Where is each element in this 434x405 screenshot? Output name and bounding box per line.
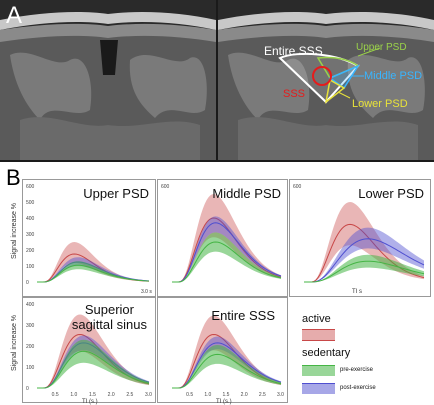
x-axis-label-lower: TI s xyxy=(352,289,362,295)
y-tick-label: 100 xyxy=(26,365,35,371)
x-tick-label: 3.0 xyxy=(277,392,284,398)
legend-pre-label: pre-exercise xyxy=(340,367,374,373)
x-axis-label-sss: TI (s.) xyxy=(82,399,98,405)
x-tick-label: 2.0 xyxy=(108,392,115,398)
roi-lower-psd xyxy=(324,78,346,104)
line-pre-exercise xyxy=(172,353,282,389)
band-pre-exercise xyxy=(37,339,149,388)
line-pre-exercise xyxy=(172,241,282,283)
band-pre-exercise xyxy=(304,254,424,282)
y-tick-label: 300 xyxy=(26,323,35,329)
band-post-exercise xyxy=(37,257,149,282)
y-tick-label: 400 xyxy=(26,216,35,222)
mri-right-image xyxy=(218,0,434,160)
plot-middle-psd: 600 Middle PSD xyxy=(157,179,288,297)
roi-middle-psd xyxy=(328,64,360,90)
legend-sedentary-label: sedentary xyxy=(302,347,351,359)
x-tick-label: 2.0 xyxy=(241,392,248,398)
panel-b: B Signal increase % Signal increase % 0 1… xyxy=(0,163,434,405)
y-tick-label: 600 xyxy=(293,184,302,190)
y-tick-label: 0 xyxy=(26,386,29,392)
legend-post-label: post-exercise xyxy=(340,385,376,391)
legend-active-label: active xyxy=(302,313,331,325)
x-end-label: 3.0 s xyxy=(141,289,152,295)
y-tick-label: 400 xyxy=(26,302,35,308)
panel-b-label: B xyxy=(6,165,21,190)
y-tick-label: 300 xyxy=(26,232,35,238)
y-tick-label: 600 xyxy=(161,184,170,190)
line-post-exercise xyxy=(172,342,282,389)
legend-post-swatch xyxy=(302,383,335,394)
annotation-upper-psd: Upper PSD xyxy=(356,42,407,53)
x-tick-label: 1.0 xyxy=(204,392,211,398)
annotation-sss: SSS xyxy=(283,88,306,100)
line-pre-exercise xyxy=(37,350,150,389)
x-tick-label: 1.0 xyxy=(70,392,77,398)
x-tick-label: 3.0 xyxy=(145,392,152,398)
band-post-exercise xyxy=(304,227,424,282)
x-tick-label: 0.5 xyxy=(52,392,59,398)
band-pre-exercise xyxy=(37,261,149,282)
band-active xyxy=(37,242,149,282)
annotation-lower-psd: Lower PSD xyxy=(352,98,408,110)
plot-title-lower-psd: Lower PSD xyxy=(358,186,424,201)
plot-entire-sss: 0.5 1.0 1.5 2.0 2.5 3.0 Entire SSS xyxy=(157,297,288,403)
x-tick-label: 2.5 xyxy=(259,392,266,398)
plot-title-middle-psd: Middle PSD xyxy=(212,186,281,201)
plot-title-entire-sss: Entire SSS xyxy=(211,308,275,323)
x-tick-label: 1.5 xyxy=(223,392,230,398)
legend-pre-swatch xyxy=(302,365,335,376)
mri-left-image xyxy=(0,0,216,160)
line-active xyxy=(172,217,282,283)
x-tick-label: 2.5 xyxy=(126,392,133,398)
y-tick-label: 0 xyxy=(26,280,29,286)
y-tick-label: 500 xyxy=(26,200,35,206)
annotation-middle-psd: Middle PSD xyxy=(364,70,423,82)
line-post-exercise xyxy=(172,222,282,283)
y-axis-label-bottom: Signal increase % xyxy=(11,314,18,371)
x-axis-label-entire: TI (s.) xyxy=(216,399,232,405)
panel-a: A Entire SSS Upper PSD Middle PSD SSS Lo… xyxy=(0,0,434,162)
band-pre-exercise xyxy=(172,232,281,282)
line-pre-exercise xyxy=(37,264,150,283)
y-tick-label: 600 xyxy=(26,184,35,190)
x-tick-label: 0.5 xyxy=(186,392,193,398)
x-tick-label: 1.5 xyxy=(89,392,96,398)
annotation-entire-sss: Entire SSS xyxy=(264,44,323,58)
line-post-exercise xyxy=(304,238,425,283)
roi-sss-circle xyxy=(312,66,332,86)
plot-upper-psd: 0 100 200 300 400 500 600 Upper PSD xyxy=(22,179,156,297)
band-pre-exercise xyxy=(172,344,281,388)
plot-title-upper-psd: Upper PSD xyxy=(83,186,149,201)
y-axis-label-top: Signal increase % xyxy=(11,202,18,259)
y-tick-label: 100 xyxy=(26,264,35,270)
band-post-exercise xyxy=(172,336,281,388)
plot-lower-psd: 600 Lower PSD xyxy=(289,179,431,297)
line-pre-exercise xyxy=(304,260,425,283)
legend: active sedentary pre-exercise post-exerc… xyxy=(300,313,430,403)
y-tick-label: 200 xyxy=(26,248,35,254)
plot-superior-sagittal-sinus: 0 100 200 300 400 0.5 1.0 1.5 2.0 2.5 3.0 Superior… xyxy=(22,297,156,403)
panel-a-label: A xyxy=(6,2,23,29)
y-tick-label: 200 xyxy=(26,344,35,350)
legend-active-swatch xyxy=(302,329,335,341)
plot-title-superior-sagittal-sinus: Superior sagittal sinus xyxy=(71,302,147,332)
